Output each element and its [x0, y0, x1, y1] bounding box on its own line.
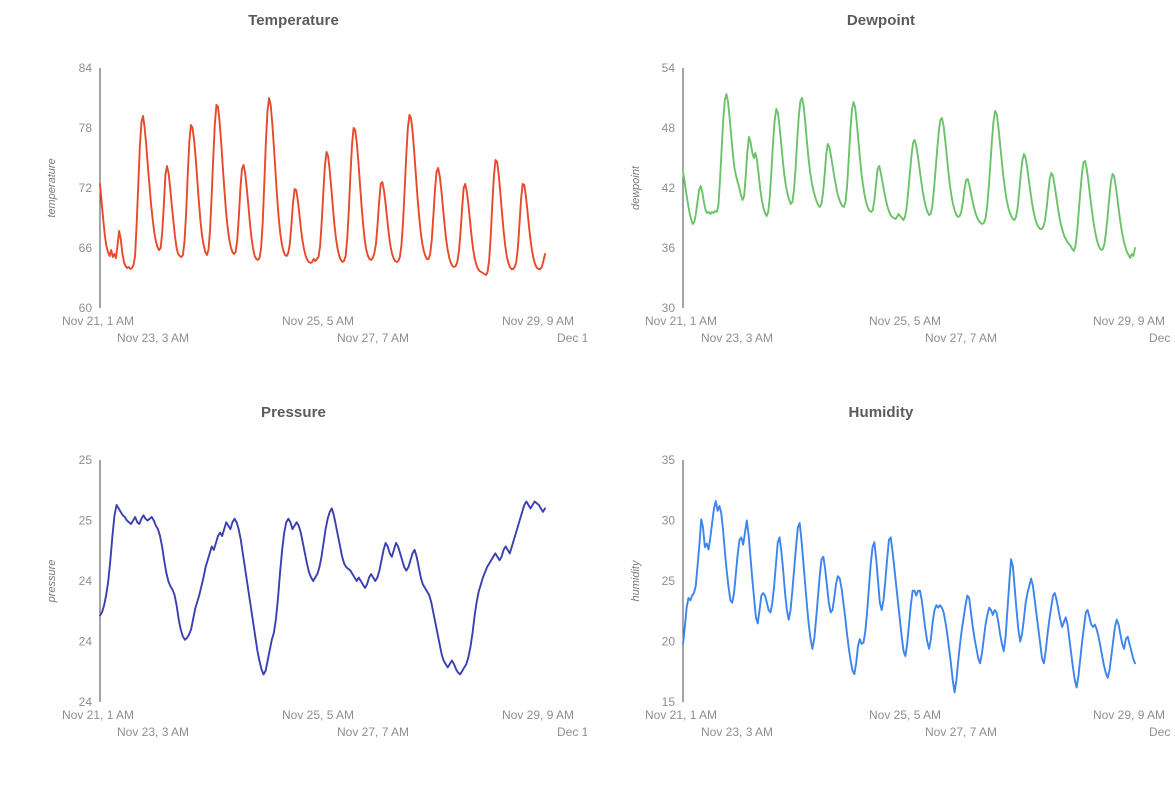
y-axis-title: temperature: [46, 158, 58, 217]
x-tick-label: Nov 25, 5 AM: [869, 708, 941, 722]
x-tick-label: Nov 27, 7 AM: [337, 331, 409, 345]
series-line-humidity: [682, 500, 1136, 694]
x-tick-label: Nov 23, 3 AM: [117, 725, 189, 739]
chart-title-temperature: Temperature: [248, 12, 339, 29]
chart-panel-dewpoint: Dewpoint 54 48 42 36 30 dewpoint Nov 21, 1 AM N…: [587, 0, 1175, 392]
y-tick-label: 36: [662, 241, 676, 255]
x-tick-label: Dec 1, 11 AM: [557, 725, 587, 739]
x-tick-label: Dec 1, 11 AM: [1149, 725, 1175, 739]
y-tick-label: 30: [662, 514, 676, 528]
y-tick-label: 25: [79, 514, 93, 528]
chart-title-dewpoint: Dewpoint: [846, 12, 916, 29]
x-tick-label: Nov 25, 5 AM: [869, 314, 941, 328]
y-tick-label: 15: [662, 695, 676, 709]
x-tick-label: Nov 23, 3 AM: [117, 331, 189, 345]
x-tick-label: Nov 21, 1 AM: [645, 314, 717, 328]
x-tick-label: Nov 25, 5 AM: [282, 708, 354, 722]
x-tick-label: Nov 29, 9 AM: [1093, 314, 1165, 328]
y-tick-label: 25: [662, 574, 676, 588]
y-tick-label: 30: [662, 301, 676, 315]
x-tick-label: Nov 23, 3 AM: [701, 331, 773, 345]
y-tick-label: 24: [79, 695, 93, 709]
chart-svg-dewpoint: 54 48 42 36 30 dewpoint Nov 21, 1 AM Nov 25, 5 …: [630, 61, 1175, 345]
y-tick-label: 42: [662, 181, 676, 195]
x-tick-label: Nov 29, 9 AM: [502, 314, 574, 328]
y-axis-title: humidity: [630, 559, 642, 601]
y-axis-title: pressure: [46, 560, 58, 604]
x-tick-label: Nov 25, 5 AM: [282, 314, 354, 328]
y-tick-label: 24: [79, 635, 93, 649]
x-tick-label: Nov 27, 7 AM: [337, 725, 409, 739]
series-line-dewpoint: [682, 93, 1136, 259]
chart-panel-humidity: Humidity 35 30 25 20 15 humidity Nov 21, 1 AM N…: [587, 392, 1175, 785]
chart-panel-temperature: Temperature 84 78 72 66 60 temperature Nov 21,…: [0, 0, 587, 392]
x-tick-label: Nov 27, 7 AM: [925, 725, 997, 739]
x-tick-label: Nov 27, 7 AM: [925, 331, 997, 345]
x-tick-label: Nov 21, 1 AM: [62, 314, 134, 328]
x-tick-label: Nov 21, 1 AM: [62, 708, 134, 722]
y-tick-label: 66: [79, 241, 93, 255]
y-tick-label: 25: [79, 453, 93, 467]
series-line-pressure: [99, 500, 546, 676]
y-tick-label: 24: [79, 574, 93, 588]
chart-svg-pressure: 25 25 24 24 24 pressure Nov 21, 1 AM Nov 25, 5 …: [46, 453, 587, 739]
x-tick-label: Nov 29, 9 AM: [1093, 708, 1165, 722]
y-tick-label: 72: [79, 181, 93, 195]
chart-title-humidity: Humidity: [848, 404, 914, 421]
x-tick-label: Nov 21, 1 AM: [645, 708, 717, 722]
y-tick-label: 84: [79, 61, 93, 75]
chart-panel-pressure: Pressure 25 25 24 24 24 pressure Nov 21, 1 AM N…: [0, 392, 587, 785]
y-tick-label: 48: [662, 121, 676, 135]
y-axis-title: dewpoint: [630, 165, 642, 210]
chart-title-pressure: Pressure: [260, 404, 326, 421]
y-tick-label: 20: [662, 635, 676, 649]
y-tick-label: 78: [79, 121, 93, 135]
series-line-temperature: [99, 97, 546, 276]
y-tick-label: 54: [662, 61, 676, 75]
y-tick-label: 35: [662, 453, 676, 467]
chart-svg-temperature: 84 78 72 66 60 temperature Nov 21, 1 AM Nov 25,…: [46, 61, 587, 345]
x-tick-label: Dec 1, 11 AM: [557, 331, 587, 345]
x-tick-label: Nov 29, 9 AM: [502, 708, 574, 722]
y-tick-label: 60: [79, 301, 93, 315]
chart-svg-humidity: 35 30 25 20 15 humidity Nov 21, 1 AM Nov 25, 5 …: [630, 453, 1175, 739]
x-tick-label: Nov 23, 3 AM: [701, 725, 773, 739]
x-tick-label: Dec 1, 11 AM: [1149, 331, 1175, 345]
